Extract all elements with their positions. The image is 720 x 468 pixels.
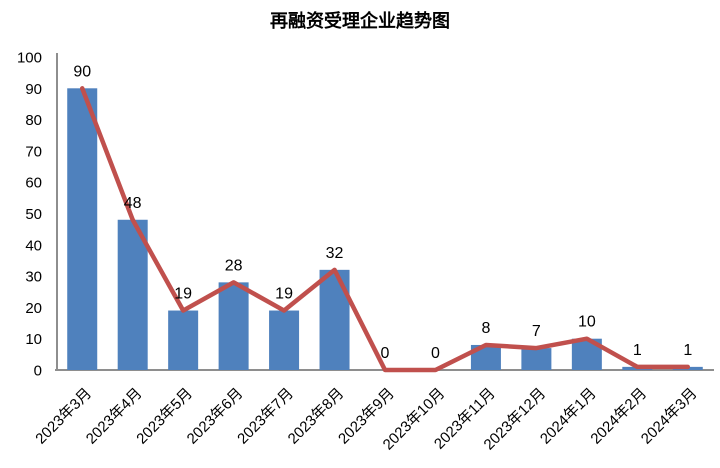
y-axis-label-70: 70 — [25, 143, 42, 160]
y-axis-label-40: 40 — [25, 237, 42, 254]
y-axis-label-30: 30 — [25, 269, 42, 286]
bar-3 — [218, 282, 249, 370]
bar-4 — [269, 310, 300, 370]
data-label-8: 8 — [481, 320, 490, 337]
data-label-9: 7 — [532, 323, 541, 340]
y-axis-label-0: 0 — [34, 363, 42, 380]
data-label-10: 10 — [578, 314, 596, 331]
y-axis-label-50: 50 — [25, 206, 42, 223]
y-axis-label-80: 80 — [25, 112, 42, 129]
y-axis-tick-labels: 0 10 20 30 40 50 60 70 80 90 100 — [17, 50, 42, 380]
data-label-6: 0 — [381, 345, 390, 362]
data-label-11: 1 — [633, 342, 642, 359]
axis-lines — [55, 53, 714, 371]
bar-1 — [117, 219, 148, 370]
data-label-3: 28 — [225, 257, 243, 274]
bar-5 — [319, 269, 350, 370]
bar-2 — [168, 310, 199, 370]
x-axis-tick-labels: 2023年3月2023年4月2023年5月2023年6月2023年7月2023年… — [32, 385, 700, 454]
data-label-2: 19 — [174, 286, 192, 303]
y-axis-label-20: 20 — [25, 300, 42, 317]
line-series — [79, 86, 691, 373]
chart-title: 再融资受理企业趋势图 — [270, 10, 450, 31]
data-label-12: 1 — [683, 342, 692, 359]
data-label-4: 19 — [275, 286, 293, 303]
trend-line — [79, 86, 691, 373]
bar-0 — [67, 88, 98, 371]
data-label-5: 32 — [326, 245, 344, 262]
y-axis-label-90: 90 — [25, 81, 42, 98]
bar-9 — [521, 348, 552, 370]
data-label-0: 90 — [73, 63, 91, 80]
data-label-1: 48 — [124, 195, 142, 212]
bar-series — [67, 88, 703, 371]
data-labels: 90 48 19 28 19 32 0 0 8 7 10 1 1 — [73, 63, 692, 362]
y-axis-label-100: 100 — [17, 50, 42, 67]
y-axis-label-60: 60 — [25, 175, 42, 192]
data-label-7: 0 — [431, 345, 440, 362]
y-axis-label-10: 10 — [25, 331, 42, 348]
